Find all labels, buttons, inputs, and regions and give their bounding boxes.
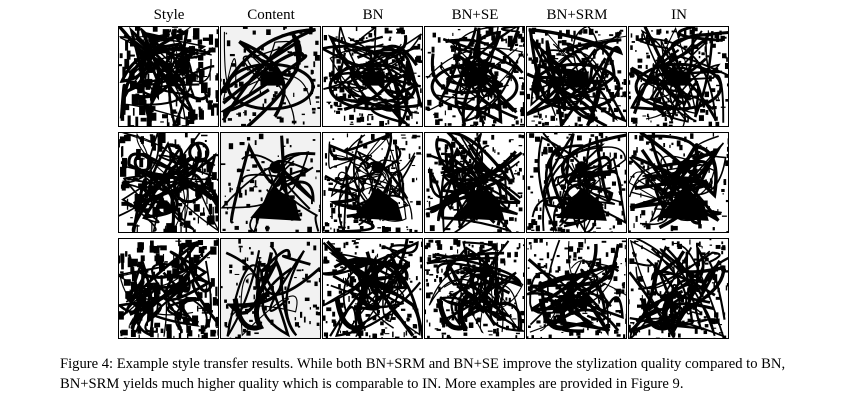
image-row-2 [118, 132, 730, 233]
image-content-row-1 [220, 26, 322, 127]
caption-line-2: BN+SRM yields much higher quality which … [60, 376, 684, 392]
image-bn-srm-row-3 [526, 238, 628, 339]
image-content-row-3 [220, 238, 322, 339]
image-style-row-1 [118, 26, 220, 127]
caption-line-1: Figure 4: Example style transfer results… [60, 356, 786, 372]
image-bn-row-1 [322, 26, 424, 127]
image-in-row-1 [628, 26, 730, 127]
image-row-1 [118, 26, 730, 127]
column-header-style: Style [153, 7, 185, 23]
column-header-content: Content [247, 7, 295, 23]
column-header-in: IN [671, 7, 687, 23]
image-style-row-2 [118, 132, 220, 233]
image-content-row-2 [220, 132, 322, 233]
figure-caption: Figure 4: Example style transfer results… [60, 354, 840, 394]
image-bn-srm-row-2 [526, 132, 628, 233]
column-header-bn-se: BN+SE [451, 7, 499, 23]
image-in-row-2 [628, 132, 730, 233]
column-headers: Style Content BN BN+SE BN+SRM IN [118, 6, 730, 24]
image-in-row-3 [628, 238, 730, 339]
image-bn-se-row-1 [424, 26, 526, 127]
column-header-bn-srm: BN+SRM [546, 7, 608, 23]
column-header-bn: BN [362, 7, 384, 23]
image-style-row-3 [118, 238, 220, 339]
image-bn-se-row-3 [424, 238, 526, 339]
image-bn-row-3 [322, 238, 424, 339]
image-row-3 [118, 238, 730, 339]
image-bn-row-2 [322, 132, 424, 233]
image-bn-srm-row-1 [526, 26, 628, 127]
image-bn-se-row-2 [424, 132, 526, 233]
